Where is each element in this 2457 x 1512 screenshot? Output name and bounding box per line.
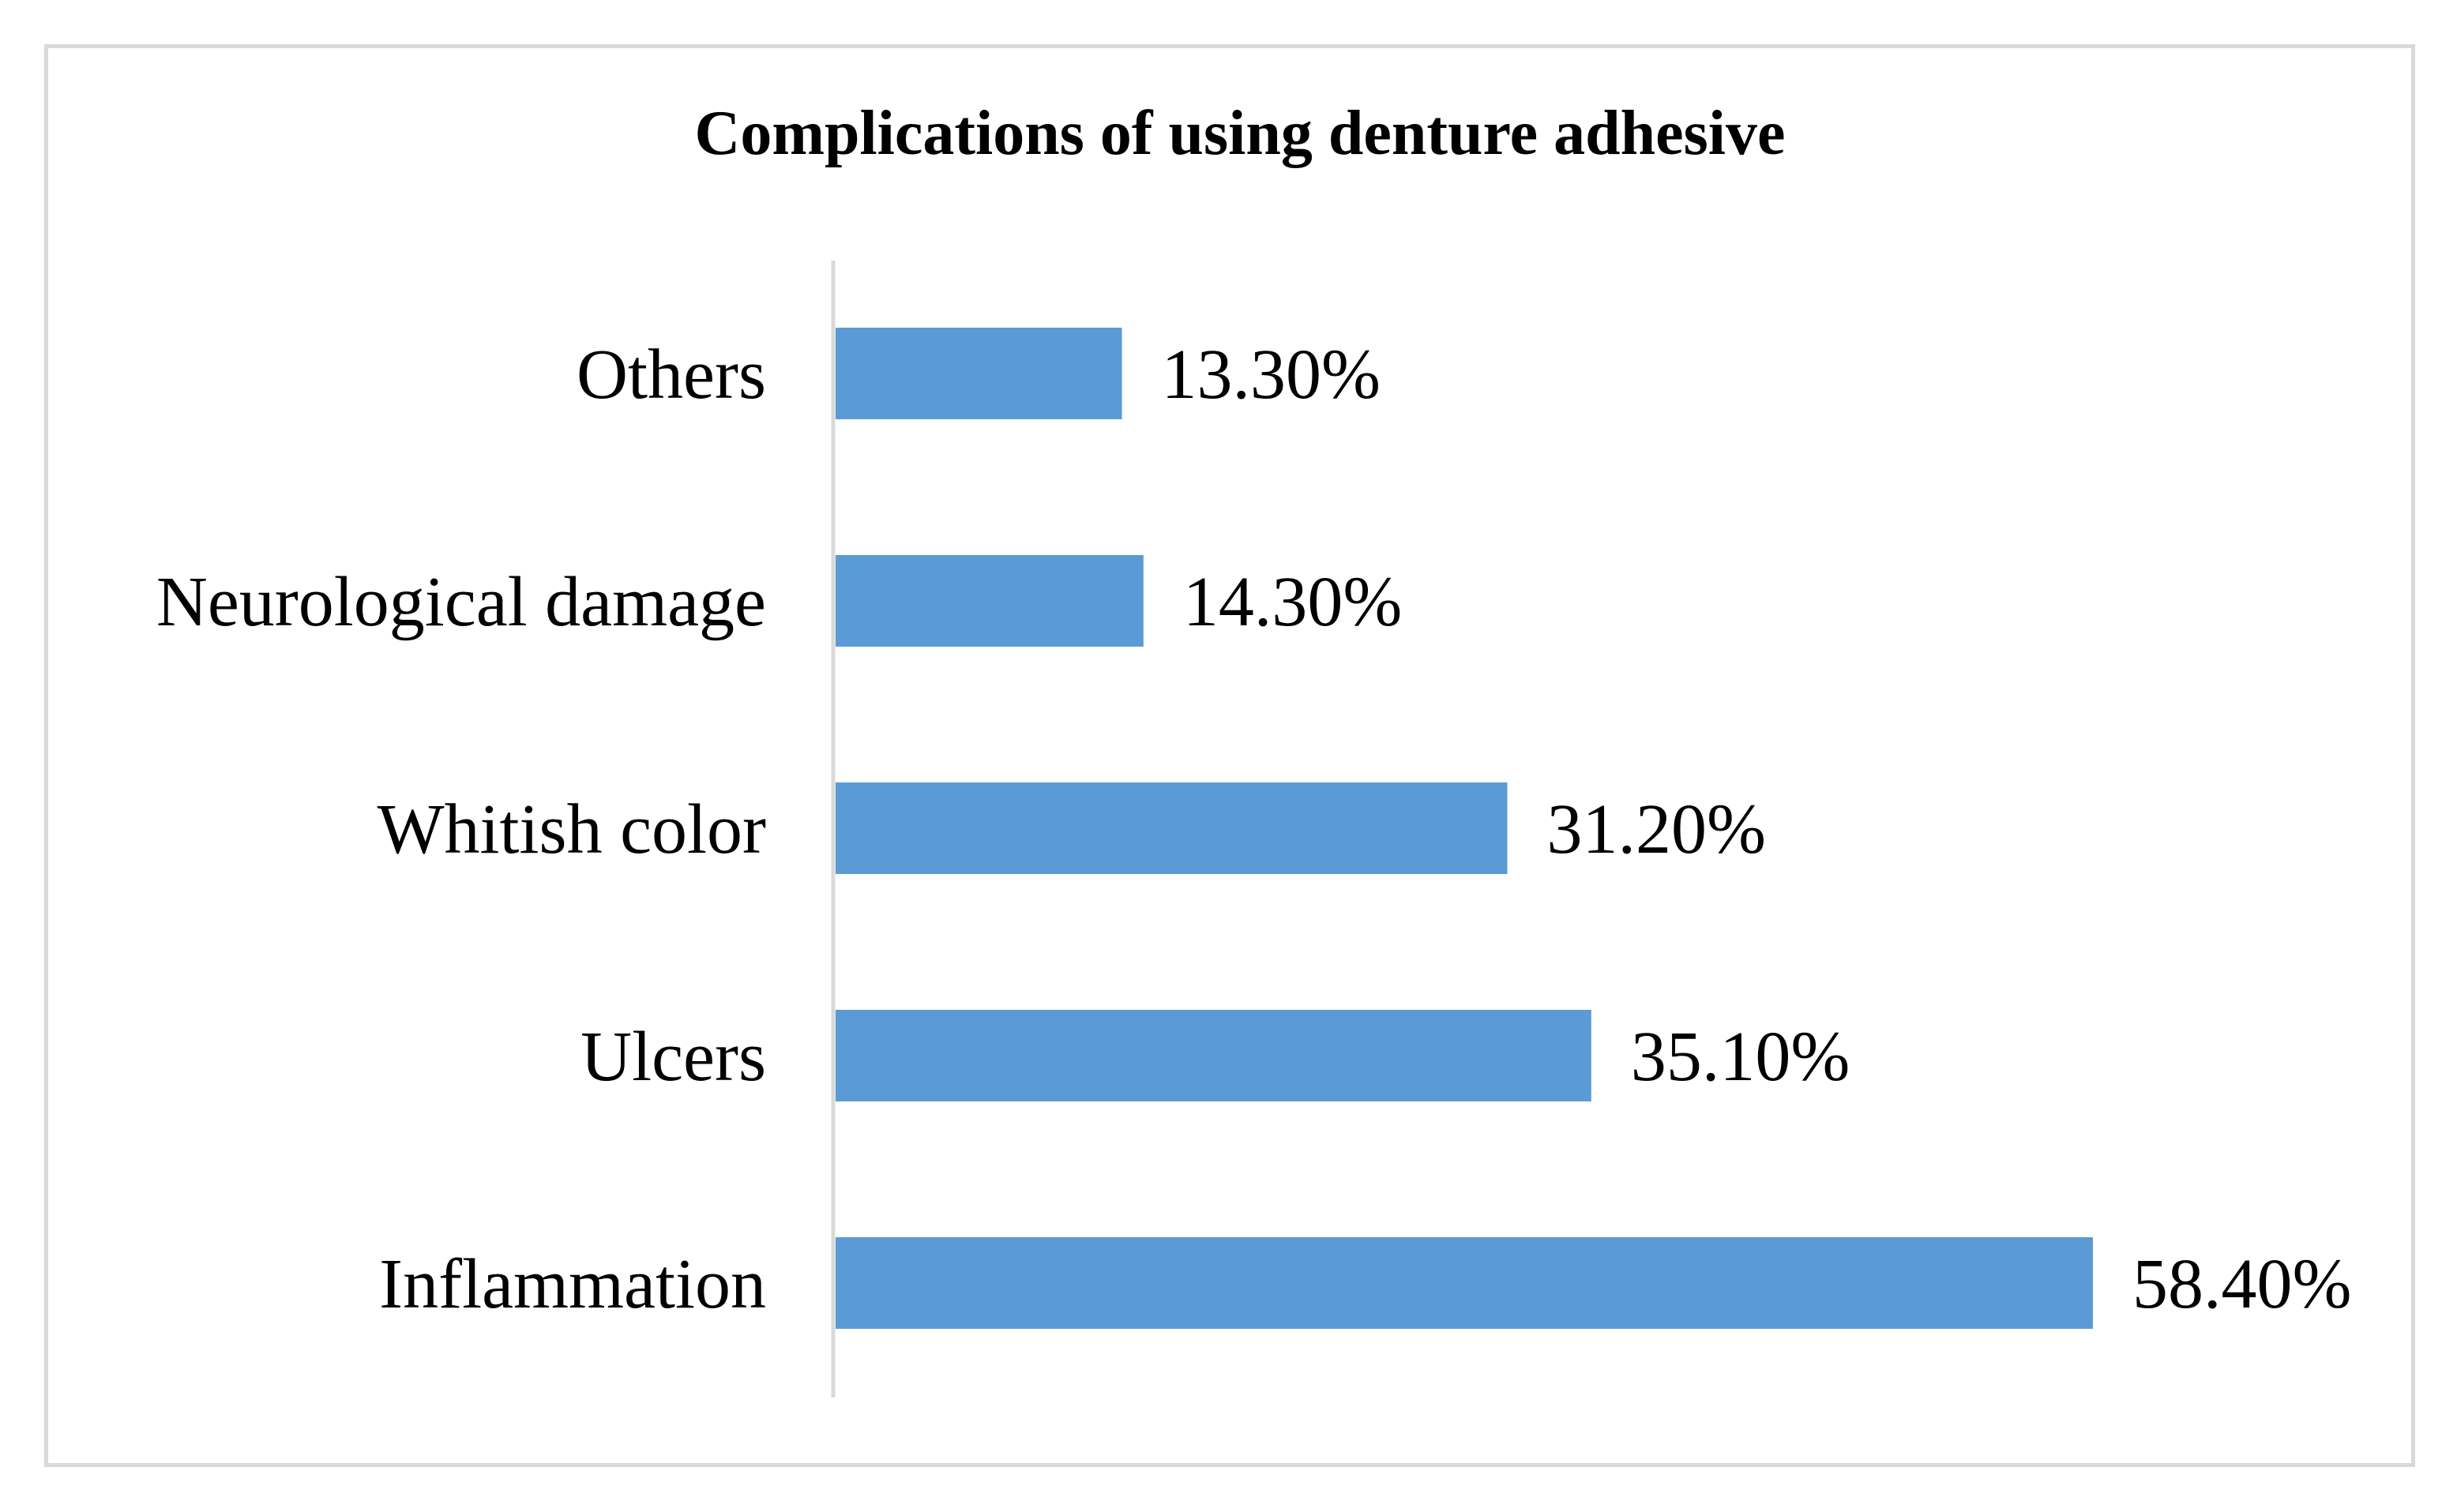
value-label: 31.20% <box>1547 790 1766 869</box>
value-label: 35.10% <box>1631 1018 1850 1096</box>
bar-ulcers <box>836 1010 1591 1101</box>
chart-frame <box>44 44 2415 1467</box>
value-label: 58.40% <box>2132 1245 2351 1323</box>
category-label: Ulcers <box>580 1018 766 1096</box>
bar-inflammation <box>836 1237 2093 1329</box>
category-label: Neurological damage <box>156 563 766 641</box>
value-label: 14.30% <box>1183 563 1402 641</box>
bar-others <box>836 328 1122 419</box>
bar-neurological-damage <box>836 555 1144 647</box>
category-label: Inflammation <box>379 1245 766 1323</box>
category-label: Others <box>577 336 766 414</box>
value-label: 13.30% <box>1162 336 1381 414</box>
category-label: Whitish color <box>378 790 766 869</box>
chart-title: Complications of using denture adhesive <box>695 99 1786 168</box>
bars-layer: Others 13.30% Neurological damage 14.30% Whi… <box>156 328 2351 1329</box>
bar-whitish-color <box>836 782 1508 874</box>
